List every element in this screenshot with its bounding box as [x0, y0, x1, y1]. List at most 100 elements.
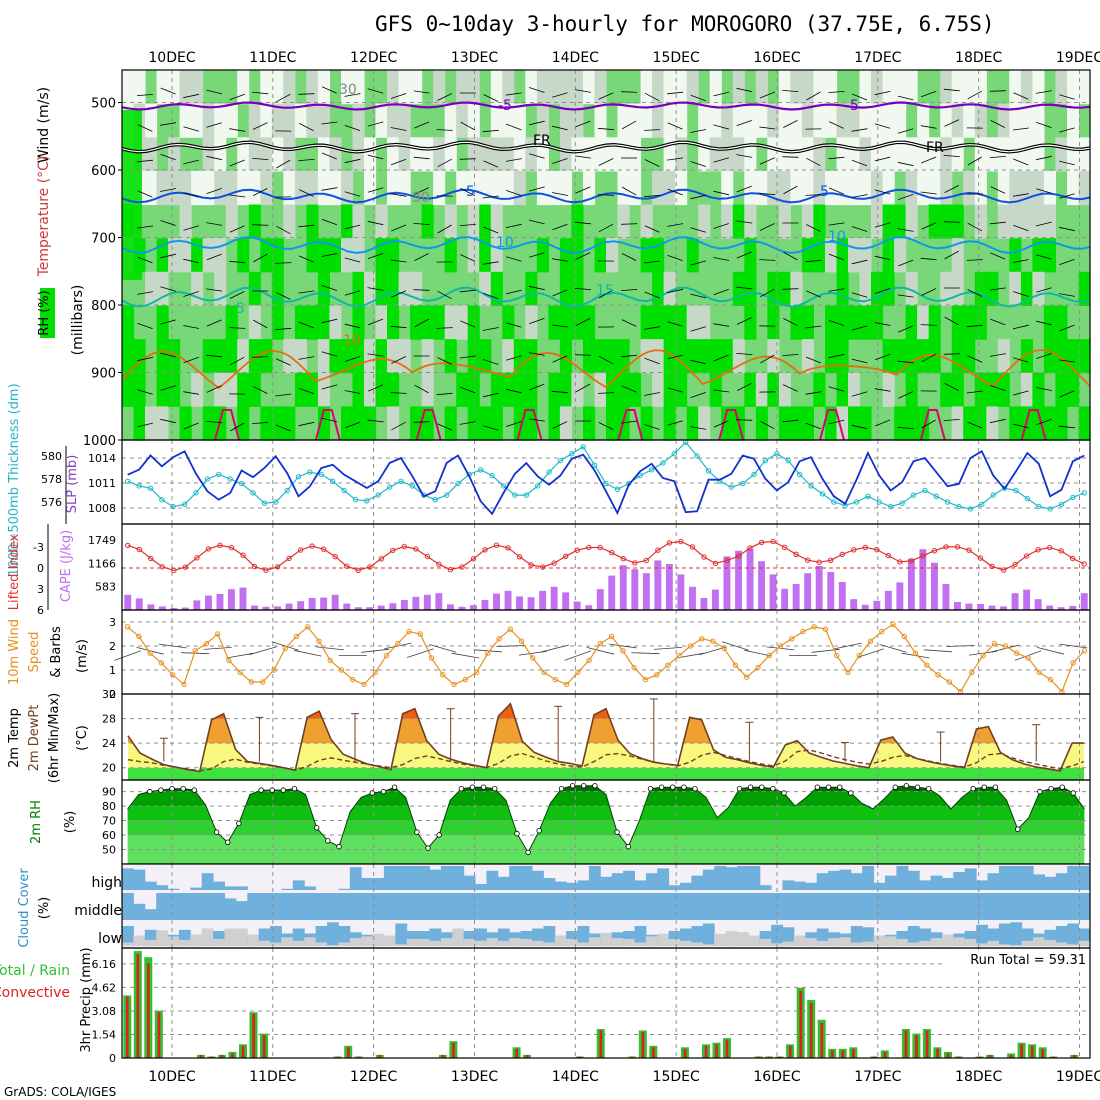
rh-cell: [1078, 137, 1091, 172]
rh-cell: [467, 70, 480, 105]
cloud-high-bar: [600, 876, 613, 890]
cape-bar: [562, 592, 570, 610]
wind-speed-marker: [856, 652, 862, 659]
panel-frame: [121, 947, 1091, 1059]
rh-cell: [260, 170, 273, 206]
wind-speed-marker: [136, 633, 142, 640]
temp-tick: 28: [102, 713, 116, 726]
precip-convective-bar: [515, 1048, 518, 1058]
wind-barb: [137, 225, 154, 229]
wind-barb: [482, 425, 499, 431]
thickness-marker: [740, 480, 746, 487]
cloud-high-bar: [509, 866, 522, 890]
wind-barb: [898, 259, 914, 267]
thickness-marker: [147, 485, 154, 491]
rh-cell: [1020, 70, 1033, 105]
thickness-marker: [409, 483, 416, 489]
cape-bar: [366, 607, 374, 610]
lifted-index-marker: [274, 564, 281, 570]
cloud-high-bar: [190, 887, 203, 890]
rh-cell: [525, 339, 538, 374]
wind-barb: [805, 356, 821, 364]
thickness-marker: [888, 503, 894, 510]
rh-cell: [317, 137, 330, 172]
lifted-index-marker: [563, 553, 569, 559]
wind-barb: [828, 91, 845, 93]
cloud-high-bar: [372, 878, 385, 890]
wind-barb: [414, 384, 429, 394]
rh-cell: [352, 204, 365, 239]
wind-barb: [806, 224, 821, 232]
lifted-index-marker: [689, 544, 696, 550]
rh-axis-label: RH (%): [37, 290, 52, 335]
wind-barb: [897, 360, 914, 364]
rh-cell: [1020, 372, 1033, 407]
temp-contour-25: [214, 409, 240, 441]
wind-barb: [759, 223, 775, 231]
date-label-bottom: 12DEC: [350, 1069, 397, 1085]
rh-cell: [202, 238, 215, 273]
cloud-low-gray: [748, 935, 761, 946]
rh-cell: [709, 70, 722, 105]
rh-cell: [283, 170, 296, 206]
contour-label-fr: FR: [926, 140, 944, 156]
cape-bar: [1080, 593, 1088, 610]
precip-convective-bar: [873, 1056, 876, 1058]
wind-barb: [966, 324, 983, 328]
precip-convective-bar: [757, 1056, 760, 1058]
rh-line: [127, 785, 1085, 854]
cloud-middle-bar: [497, 893, 510, 920]
cape-bar: [539, 590, 547, 610]
rh-cell: [675, 305, 688, 340]
cloud-middle-bar: [680, 893, 692, 920]
wind-barb: [368, 384, 384, 392]
wind-barb: [828, 187, 844, 195]
rh-cell: [629, 170, 642, 206]
thickness-marker: [250, 490, 256, 496]
rh-cell: [836, 170, 849, 206]
wind-speed-marker: [485, 650, 491, 656]
rh-cell: [479, 238, 492, 273]
thickness-axis-label: 1000~500mb Thickness (dm): [7, 383, 22, 576]
wind-barb: [1036, 122, 1052, 128]
temp-label-b: 2m DewPt: [27, 705, 42, 772]
cloud-middle-bar: [611, 893, 624, 920]
wind10-barb: [496, 645, 525, 647]
thickness-marker: [375, 492, 381, 498]
wind-axis-label-b: Speed: [27, 632, 42, 673]
wind-barb: [528, 285, 545, 291]
wind-barb: [344, 191, 361, 197]
rh-cell: [283, 70, 296, 105]
lifted-index-marker: [586, 544, 592, 551]
wind-barb: [275, 327, 292, 331]
wind-barb: [874, 156, 891, 162]
rh-cell: [387, 339, 400, 374]
lifted-index-marker: [781, 544, 788, 551]
precip-convective-bar: [578, 1056, 582, 1058]
cloud-low-gray: [475, 940, 487, 947]
rh-cell: [191, 170, 204, 206]
rh-cell: [248, 103, 261, 138]
rh-cell: [675, 170, 688, 206]
rh-cell: [525, 70, 538, 105]
thickness-marker: [284, 487, 290, 494]
bottom-date-axis: 10DEC 11DEC 12DEC 13DEC 14DEC 15DEC 16DEC 17DEC…: [148, 1069, 1100, 1085]
rh-cell: [364, 406, 377, 441]
wind-barb: [1059, 127, 1075, 133]
rh-cell: [825, 305, 838, 340]
lifted-index-marker: [228, 544, 235, 551]
cloud-high-bar: [976, 880, 988, 890]
wind-barb: [1013, 423, 1029, 429]
precip-total-label: Total / Rain: [0, 963, 70, 979]
wind-barb: [529, 252, 545, 258]
wind-barb: [690, 227, 707, 233]
rh-cell: [225, 170, 238, 206]
wind-barb: [805, 290, 821, 298]
cloud-low-bar: [691, 926, 704, 946]
wind-barb: [1036, 221, 1052, 227]
cape-bar: [942, 584, 950, 610]
cloud-low-gray: [440, 938, 453, 946]
wind-barb: [321, 253, 338, 257]
cloud-low-gray: [213, 939, 225, 946]
wind-barb: [206, 421, 223, 423]
